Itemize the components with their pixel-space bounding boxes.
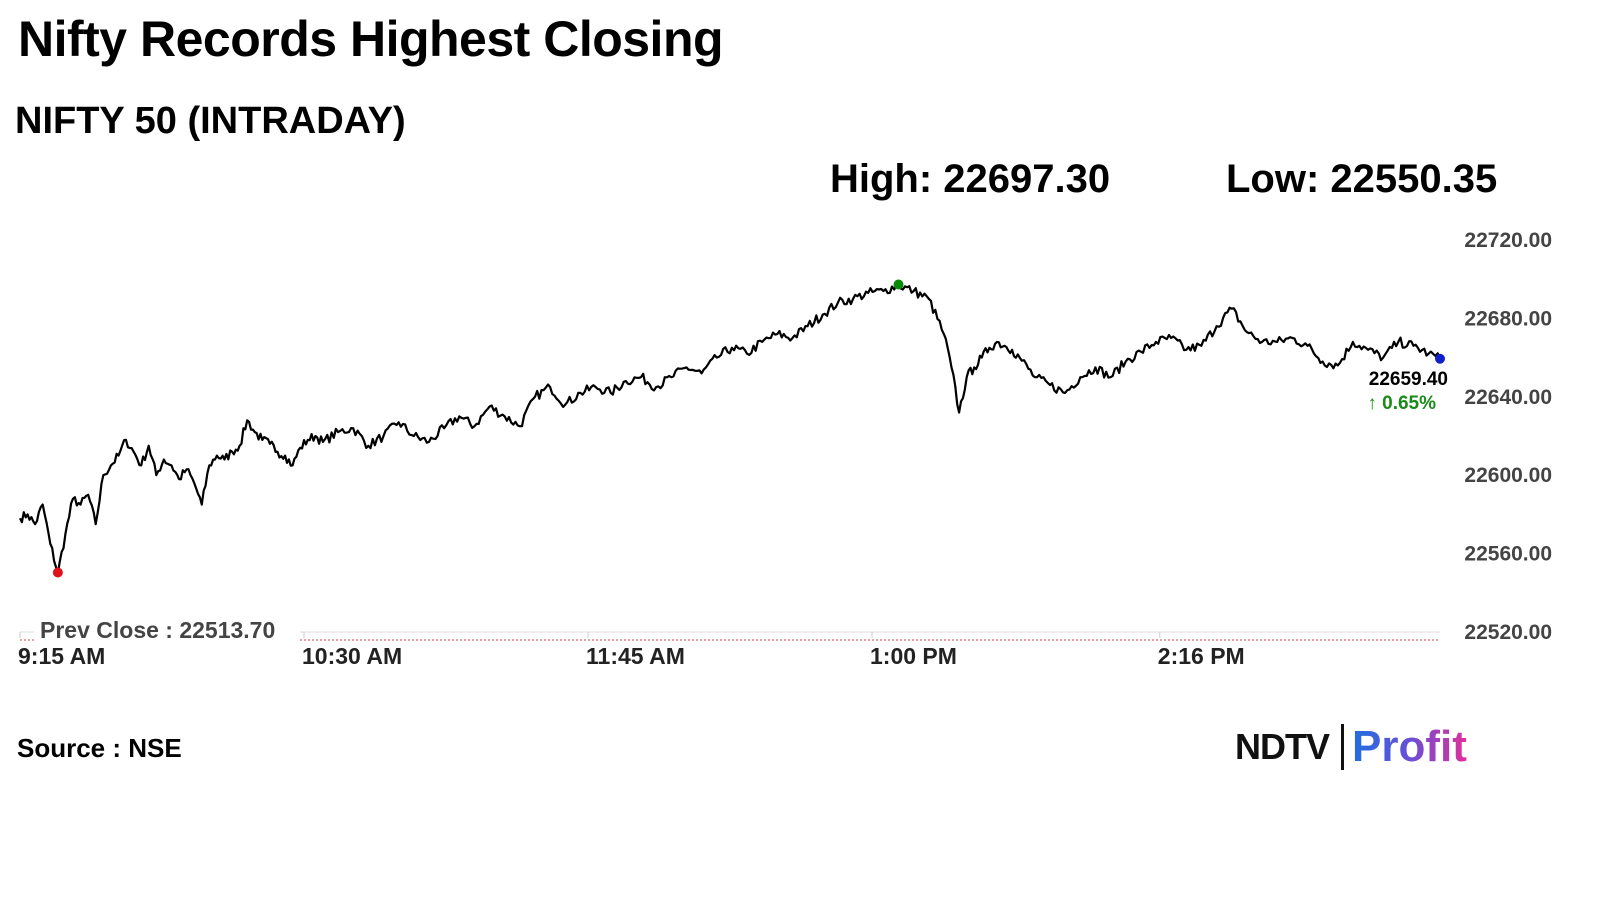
x-tick-label: 9:15 AM [18, 643, 105, 669]
x-axis-ticks: 9:15 AM 10:30 AM 11:45 AM 1:00 PM 2:16 PM [18, 632, 1245, 669]
last-point-marker [1435, 353, 1445, 364]
x-tick-label: 10:30 AM [302, 643, 402, 669]
last-value-label: 22659.40 [1369, 369, 1448, 390]
y-tick-label: 22600.00 [1464, 464, 1552, 487]
chart-subtitle: NIFTY 50 (INTRADAY) [15, 100, 406, 142]
nifty-price-line [19, 284, 1442, 575]
percent-change-label: ↑ 0.65% [1367, 393, 1436, 414]
intraday-line-chart: 22720.00 22680.00 22640.00 22600.00 22560.00… [18, 229, 1552, 669]
high-point-marker [893, 279, 904, 290]
prev-close-label: Prev Close : 22513.70 [40, 617, 275, 643]
logo-profit-text: Profit [1352, 722, 1467, 771]
prev-close-label-bg [34, 616, 300, 646]
y-tick-label: 22560.00 [1464, 543, 1552, 566]
chart-title: Nifty Records Highest Closing [18, 11, 724, 67]
x-tick-label: 1:00 PM [870, 643, 957, 669]
y-tick-label: 22720.00 [1464, 229, 1552, 252]
source-note: Source : NSE [17, 733, 182, 763]
y-tick-label: 22680.00 [1464, 307, 1552, 330]
ndtv-profit-logo: NDTV Profit [1235, 722, 1467, 772]
day-low-stat: Low: 22550.35 [1226, 157, 1498, 201]
y-axis-ticks: 22720.00 22680.00 22640.00 22600.00 22560.00… [1464, 229, 1552, 644]
logo-ndtv-text: NDTV [1235, 726, 1330, 767]
logo-divider [1341, 724, 1344, 770]
x-tick-label: 11:45 AM [586, 643, 685, 669]
low-point-marker [52, 567, 63, 578]
day-high-stat: High: 22697.30 [830, 157, 1111, 201]
x-tick-label: 2:16 PM [1158, 643, 1245, 669]
y-tick-label: 22640.00 [1464, 386, 1552, 409]
y-tick-label: 22520.00 [1464, 621, 1552, 644]
